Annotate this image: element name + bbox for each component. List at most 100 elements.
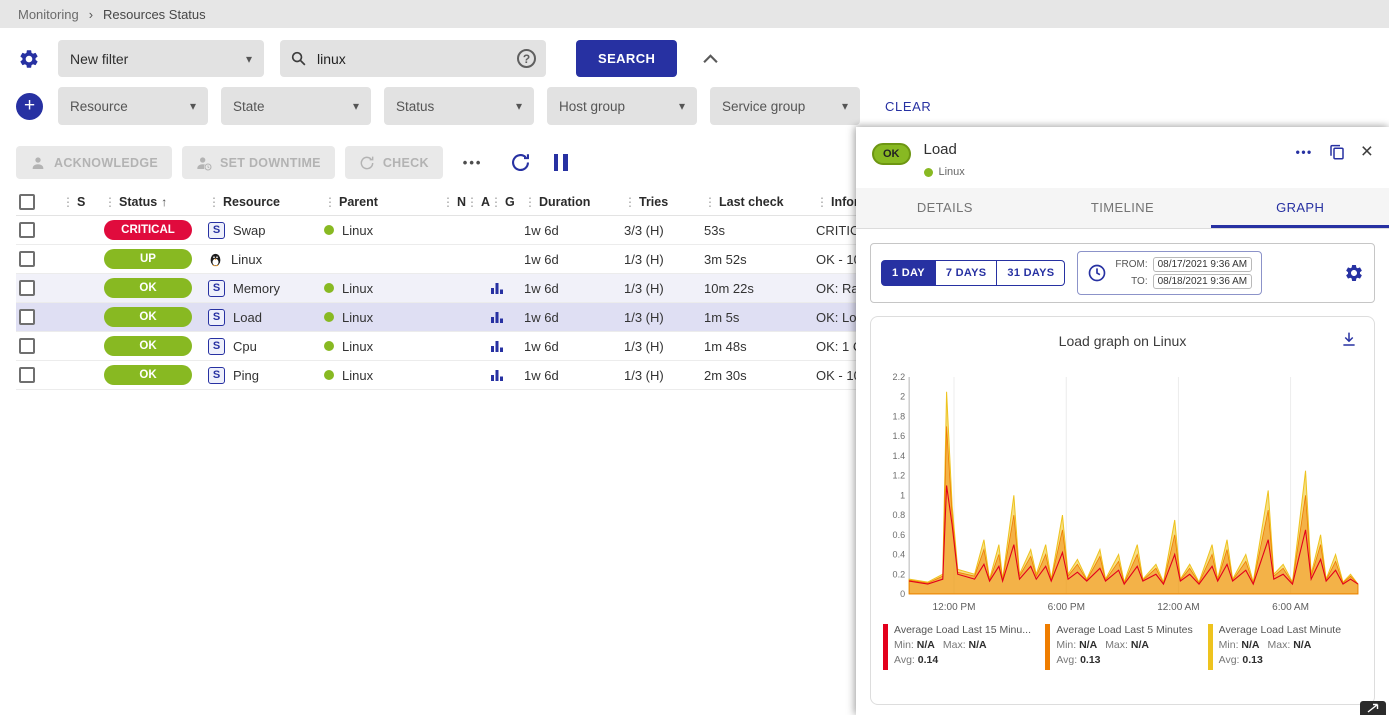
drag-handle-icon[interactable]: ⋮ bbox=[208, 195, 220, 209]
drag-handle-icon[interactable]: ⋮ bbox=[466, 195, 478, 209]
search-button[interactable]: SEARCH bbox=[576, 40, 678, 77]
drag-handle-icon[interactable]: ⋮ bbox=[524, 195, 536, 209]
table-row-swap[interactable]: CRITICAL S Swap Linux 1w 6d 3/3 (H) 53s CRITIC bbox=[16, 216, 1016, 245]
last-check-cell: 3m 52s bbox=[704, 251, 747, 267]
collapse-filters-icon[interactable] bbox=[703, 53, 718, 64]
drag-handle-icon[interactable]: ⋮ bbox=[490, 195, 502, 209]
graph-settings-icon[interactable] bbox=[1344, 263, 1364, 283]
parent-name[interactable]: Linux bbox=[342, 338, 374, 354]
table-row-load[interactable]: OK S Load Linux 1w 6d 1/3 (H) 1m 5s OK: Loa bbox=[16, 303, 1016, 332]
column-header-g[interactable]: ⋮ G bbox=[490, 195, 524, 209]
range-7-days[interactable]: 7 DAYS bbox=[935, 260, 998, 286]
graph-icon[interactable] bbox=[490, 339, 504, 353]
set-downtime-button[interactable]: SET DOWNTIME bbox=[182, 146, 335, 179]
resource-name[interactable]: Swap bbox=[233, 222, 266, 238]
legend-item[interactable]: Average Load Last Minute Min: N/A Max: N/A… bbox=[1207, 624, 1362, 671]
filter-criteria-host-group[interactable]: Host group ▾ bbox=[547, 87, 697, 125]
acknowledge-button[interactable]: ACKNOWLEDGE bbox=[16, 146, 172, 179]
drag-handle-icon[interactable]: ⋮ bbox=[62, 195, 74, 209]
table-row-ping[interactable]: OK S Ping Linux 1w 6d 1/3 (H) 2m 30s OK - 10 bbox=[16, 361, 1016, 390]
range-31-days[interactable]: 31 DAYS bbox=[997, 260, 1066, 286]
graph-card: Load graph on Linux 0 0.2 0.4 0.6 0.8 1 1.2 1.4… bbox=[870, 316, 1375, 705]
column-header-resource[interactable]: ⋮ Resource bbox=[208, 195, 324, 209]
column-header-n[interactable]: ⋮ N bbox=[442, 195, 466, 209]
graph-icon[interactable] bbox=[490, 310, 504, 324]
panel-subtitle[interactable]: Linux bbox=[938, 166, 965, 178]
sort-asc-icon[interactable]: ↑ bbox=[161, 195, 168, 209]
column-label: S bbox=[77, 195, 86, 209]
tab-timeline[interactable]: TIMELINE bbox=[1090, 200, 1155, 215]
resource-name[interactable]: Ping bbox=[233, 367, 260, 383]
column-header-a[interactable]: ⋮ A bbox=[466, 195, 490, 209]
drag-handle-icon[interactable]: ⋮ bbox=[624, 195, 636, 209]
refresh-icon[interactable] bbox=[510, 152, 531, 173]
add-criteria-button[interactable]: + bbox=[16, 92, 43, 120]
clear-filters-button[interactable]: CLEAR bbox=[885, 98, 932, 114]
row-checkbox[interactable] bbox=[19, 251, 35, 267]
breadcrumb-item-resources-status[interactable]: Resources Status bbox=[103, 6, 206, 22]
search-input[interactable] bbox=[315, 49, 509, 68]
resource-name[interactable]: Load bbox=[233, 309, 262, 325]
drag-handle-icon[interactable]: ⋮ bbox=[442, 195, 454, 209]
filters-settings-icon[interactable] bbox=[16, 46, 42, 72]
column-header-duration[interactable]: ⋮ Duration bbox=[524, 195, 624, 209]
details-panel: OK Load Linux ••• × DETAILS TIMELINE GRAPH… bbox=[856, 127, 1389, 715]
select-all-checkbox[interactable] bbox=[19, 194, 35, 210]
parent-name[interactable]: Linux bbox=[342, 222, 374, 238]
resource-name[interactable]: Cpu bbox=[233, 338, 257, 354]
column-header-tries[interactable]: ⋮ Tries bbox=[624, 195, 704, 209]
row-checkbox[interactable] bbox=[19, 338, 35, 354]
panel-more-icon[interactable]: ••• bbox=[1295, 144, 1313, 159]
fullscreen-icon[interactable] bbox=[1360, 701, 1386, 715]
drag-handle-icon[interactable]: ⋮ bbox=[816, 195, 828, 209]
saved-filter-select[interactable]: New filter ▾ bbox=[58, 40, 264, 77]
column-header-last_check[interactable]: ⋮ Last check bbox=[704, 195, 816, 209]
tab-details[interactable]: DETAILS bbox=[916, 200, 973, 215]
custom-time-range[interactable]: FROM: 08/17/2021 9:36 AM TO: 08/18/2021 … bbox=[1077, 251, 1263, 295]
parent-name[interactable]: Linux bbox=[342, 309, 374, 325]
from-value[interactable]: 08/17/2021 9:36 AM bbox=[1152, 257, 1253, 272]
download-icon[interactable] bbox=[1340, 330, 1358, 348]
drag-handle-icon[interactable]: ⋮ bbox=[704, 195, 716, 209]
parent-name[interactable]: Linux bbox=[342, 280, 374, 296]
table-row-linux[interactable]: UP Linux 1w 6d 1/3 (H) 3m 52s OK - 10 bbox=[16, 245, 1016, 274]
close-icon[interactable]: × bbox=[1360, 140, 1373, 163]
column-header-status[interactable]: ⋮ Status ↑ bbox=[104, 195, 208, 209]
row-checkbox[interactable] bbox=[19, 280, 35, 296]
check-button[interactable]: CHECK bbox=[344, 146, 443, 179]
filter-criteria-resource[interactable]: Resource ▾ bbox=[58, 87, 208, 125]
row-checkbox[interactable] bbox=[19, 309, 35, 325]
graph-icon[interactable] bbox=[490, 368, 504, 382]
filter-criteria-service-group[interactable]: Service group ▾ bbox=[710, 87, 860, 125]
more-actions-icon[interactable]: ••• bbox=[462, 155, 483, 170]
range-1-day[interactable]: 1 DAY bbox=[881, 260, 936, 286]
legend-color-bar bbox=[1207, 624, 1213, 671]
pause-icon[interactable] bbox=[551, 154, 570, 171]
drag-handle-icon[interactable]: ⋮ bbox=[104, 195, 116, 209]
information-cell: OK: Loa bbox=[816, 309, 864, 325]
resource-name[interactable]: Linux bbox=[231, 251, 263, 267]
parent-status-dot bbox=[324, 283, 334, 293]
table-row-memory[interactable]: OK S Memory Linux 1w 6d 1/3 (H) 10m 22s OK: Ra bbox=[16, 274, 1016, 303]
help-icon[interactable]: ? bbox=[517, 49, 536, 68]
copy-icon[interactable] bbox=[1328, 143, 1346, 161]
to-value[interactable]: 08/18/2021 9:36 AM bbox=[1152, 274, 1253, 289]
legend-item[interactable]: Average Load Last 15 Minu... Min: N/A Max:… bbox=[883, 624, 1037, 671]
tab-graph[interactable]: GRAPH bbox=[1211, 188, 1389, 228]
status-badge: UP bbox=[104, 249, 192, 269]
table-row-cpu[interactable]: OK S Cpu Linux 1w 6d 1/3 (H) 1m 48s OK: 1 C bbox=[16, 332, 1016, 361]
parent-name[interactable]: Linux bbox=[342, 367, 374, 383]
filter-criteria-state[interactable]: State ▾ bbox=[221, 87, 371, 125]
last-check-cell: 53s bbox=[704, 222, 725, 238]
graph-icon[interactable] bbox=[490, 281, 504, 295]
legend-item[interactable]: Average Load Last 5 Minutes Min: N/A Max: … bbox=[1045, 624, 1199, 671]
row-checkbox[interactable] bbox=[19, 222, 35, 238]
drag-handle-icon[interactable]: ⋮ bbox=[324, 195, 336, 209]
row-checkbox[interactable] bbox=[19, 367, 35, 383]
breadcrumb-item-monitoring[interactable]: Monitoring bbox=[18, 6, 79, 22]
column-header-s[interactable]: ⋮ S bbox=[62, 195, 104, 209]
load-chart[interactable]: 0 0.2 0.4 0.6 0.8 1 1.2 1.4 1.6 1.8 2 2.2 12:00 PM 6:… bbox=[879, 367, 1366, 620]
resource-name[interactable]: Memory bbox=[233, 280, 280, 296]
filter-criteria-status[interactable]: Status ▾ bbox=[384, 87, 534, 125]
column-header-parent[interactable]: ⋮ Parent bbox=[324, 195, 442, 209]
